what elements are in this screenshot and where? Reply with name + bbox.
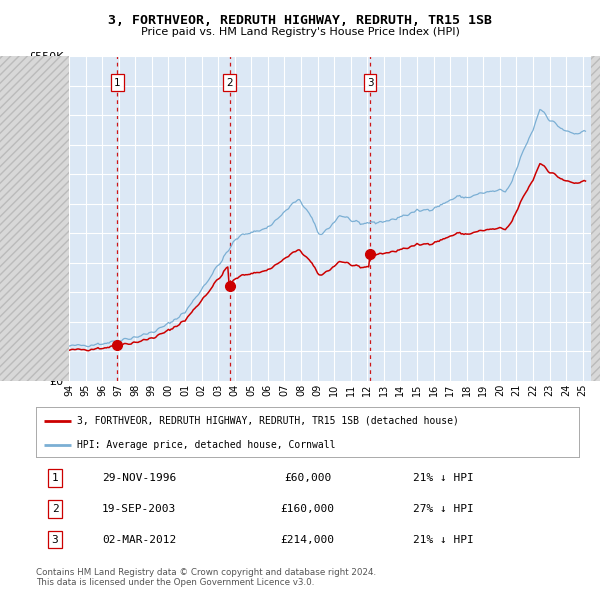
Text: 1: 1 [52,473,58,483]
Text: HPI: Average price, detached house, Cornwall: HPI: Average price, detached house, Corn… [77,440,335,450]
Text: 19-SEP-2003: 19-SEP-2003 [102,504,176,514]
Text: 21% ↓ HPI: 21% ↓ HPI [413,473,473,483]
Text: 29-NOV-1996: 29-NOV-1996 [102,473,176,483]
Text: 21% ↓ HPI: 21% ↓ HPI [413,535,473,545]
Text: 27% ↓ HPI: 27% ↓ HPI [413,504,473,514]
Text: 2: 2 [52,504,58,514]
Text: 3: 3 [52,535,58,545]
Text: Contains HM Land Registry data © Crown copyright and database right 2024.
This d: Contains HM Land Registry data © Crown c… [36,568,376,587]
Text: £160,000: £160,000 [281,504,335,514]
Text: 02-MAR-2012: 02-MAR-2012 [102,535,176,545]
Text: 3: 3 [367,78,373,87]
Text: 3, FORTHVEOR, REDRUTH HIGHWAY, REDRUTH, TR15 1SB (detached house): 3, FORTHVEOR, REDRUTH HIGHWAY, REDRUTH, … [77,415,458,425]
Text: £60,000: £60,000 [284,473,331,483]
Text: 3, FORTHVEOR, REDRUTH HIGHWAY, REDRUTH, TR15 1SB: 3, FORTHVEOR, REDRUTH HIGHWAY, REDRUTH, … [108,14,492,27]
Text: 1: 1 [114,78,121,87]
Text: £214,000: £214,000 [281,535,335,545]
Text: 2: 2 [227,78,233,87]
Text: Price paid vs. HM Land Registry's House Price Index (HPI): Price paid vs. HM Land Registry's House … [140,27,460,37]
